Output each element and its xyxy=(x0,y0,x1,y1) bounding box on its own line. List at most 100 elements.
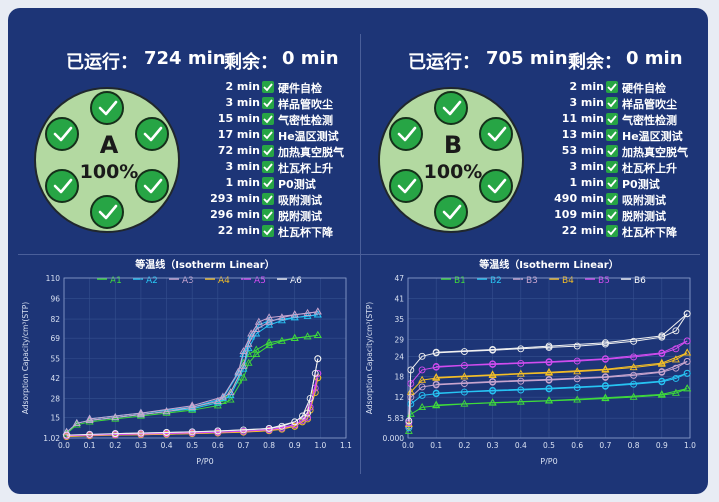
series-B3-point xyxy=(672,364,680,372)
series-A6-point xyxy=(86,430,94,438)
x-tick-label: 1.1 xyxy=(340,441,352,450)
step-name: 杜瓦杯上升 xyxy=(278,162,333,175)
series-A5-des-line xyxy=(115,373,319,435)
step-done-icon xyxy=(262,81,274,93)
sample-well[interactable] xyxy=(479,117,514,151)
step-duration: 3 min xyxy=(569,96,604,109)
isotherm-chart-b: 等温线（Isotherm Linear） B1 B2 B3 B4 B5 B6 0.000 5.8… xyxy=(360,256,700,471)
series-B6-point xyxy=(545,342,553,350)
check-icon xyxy=(397,126,417,142)
sample-well[interactable] xyxy=(135,169,170,203)
step-name: 杜瓦杯上升 xyxy=(622,162,677,175)
horizontal-divider xyxy=(18,254,700,255)
series-A3-point xyxy=(72,418,81,426)
series-B2-point xyxy=(658,377,666,385)
chart-title: 等温线（Isotherm Linear） xyxy=(479,258,618,271)
series-B5-point xyxy=(601,355,609,363)
plate-letter: B xyxy=(443,131,463,159)
legend-label: B3 xyxy=(526,276,538,286)
step-row: 15 min 气密性检测 xyxy=(198,112,348,128)
sample-well[interactable] xyxy=(44,117,79,151)
x-tick-label: 0.5 xyxy=(543,441,555,450)
series-B2-point xyxy=(418,391,426,399)
check-icon xyxy=(607,147,617,156)
series-B6-point xyxy=(601,339,609,347)
series-A1-point xyxy=(226,395,235,403)
check-icon xyxy=(143,178,163,194)
series-A3-point xyxy=(136,410,145,418)
sample-well[interactable] xyxy=(135,117,170,151)
check-icon xyxy=(263,227,273,236)
runtime-label: 已运行： xyxy=(66,52,138,73)
sample-plate-b: B 100% xyxy=(378,87,524,233)
step-row: 2 min 硬件自检 xyxy=(542,80,692,96)
series-A1-point xyxy=(313,330,322,338)
sample-well[interactable] xyxy=(388,117,423,151)
step-duration: 53 min xyxy=(561,144,604,157)
check-icon xyxy=(263,147,273,156)
series-B5-point xyxy=(573,357,581,365)
step-list-a: 2 min 硬件自检 3 min 样品管吹尘 15 min 气密性检测 17 min He温区… xyxy=(198,80,348,240)
series-B2-point xyxy=(489,386,497,394)
step-done-icon xyxy=(262,129,274,141)
step-duration: 296 min xyxy=(210,208,260,221)
series-A6-point xyxy=(111,430,119,438)
series-B5-point xyxy=(418,366,426,374)
series-B5-point xyxy=(489,360,497,368)
check-icon xyxy=(607,179,617,188)
legend-label: B5 xyxy=(598,276,610,286)
series-A3-point xyxy=(290,310,299,318)
y-axis-label: Adsorption Capacity/cm³(STP) xyxy=(365,302,374,414)
y-tick-label: 5.83 xyxy=(387,414,404,423)
series-B2-point xyxy=(573,384,581,392)
legend-label: A4 xyxy=(218,276,230,286)
y-tick-label: 47 xyxy=(394,274,404,283)
x-axis-label: P/P0 xyxy=(196,457,213,466)
y-tick-label: 96 xyxy=(50,295,60,304)
runtime-value: 705 min xyxy=(486,48,568,69)
legend-label: B2 xyxy=(490,276,502,286)
series-B3-point xyxy=(517,377,525,385)
step-row: 1 min P0测试 xyxy=(198,176,348,192)
series-A1-point xyxy=(290,333,299,341)
chart-svg: 等温线（Isotherm Linear） A1 A2 A3 A4 A5 A6 1.02 15 28… xyxy=(21,258,352,466)
series-A3-des-line xyxy=(89,311,318,420)
step-row: 109 min 脱附测试 xyxy=(542,208,692,224)
series-B4-point xyxy=(432,372,441,381)
sample-well[interactable] xyxy=(434,91,468,125)
step-name: 吸附测试 xyxy=(278,194,322,207)
step-row: 3 min 样品管吹尘 xyxy=(198,96,348,112)
series-B4-point xyxy=(657,358,666,366)
series-A3-point xyxy=(265,313,274,321)
x-tick-label: 0.6 xyxy=(571,441,583,450)
series-B5-point xyxy=(545,358,553,366)
chart-title: 等温线（Isotherm Linear） xyxy=(135,258,274,271)
sample-well[interactable] xyxy=(44,169,79,203)
step-duration: 15 min xyxy=(217,112,260,125)
sample-well[interactable] xyxy=(434,195,468,229)
series-A3-point xyxy=(111,413,120,421)
check-icon xyxy=(263,179,273,188)
step-duration: 11 min xyxy=(561,112,604,125)
check-icon xyxy=(607,115,617,124)
legend-label: A3 xyxy=(182,276,194,286)
step-list-b: 2 min 硬件自检 3 min 样品管吹尘 11 min 气密性检测 13 min He温区… xyxy=(542,80,692,240)
sample-well[interactable] xyxy=(90,91,124,125)
series-A3-point xyxy=(136,408,145,416)
x-tick-label: 0.8 xyxy=(628,441,640,450)
series-B6-point xyxy=(672,327,680,335)
sample-well[interactable] xyxy=(479,169,514,203)
series-B4-point xyxy=(629,363,638,371)
sample-well[interactable] xyxy=(388,169,423,203)
sample-well[interactable] xyxy=(90,195,124,229)
check-icon xyxy=(397,178,417,194)
series-B6-point xyxy=(517,345,525,353)
chart-svg: 等温线（Isotherm Linear） B1 B2 B3 B4 B5 B6 0.000 5.8… xyxy=(365,258,696,466)
series-A6-point xyxy=(214,427,222,435)
series-B3-point xyxy=(601,373,609,381)
series-A1-point xyxy=(252,345,261,353)
y-tick-label: 42 xyxy=(50,374,60,383)
check-icon xyxy=(263,131,273,140)
series-A3-point xyxy=(188,401,197,409)
step-duration: 72 min xyxy=(217,144,260,157)
